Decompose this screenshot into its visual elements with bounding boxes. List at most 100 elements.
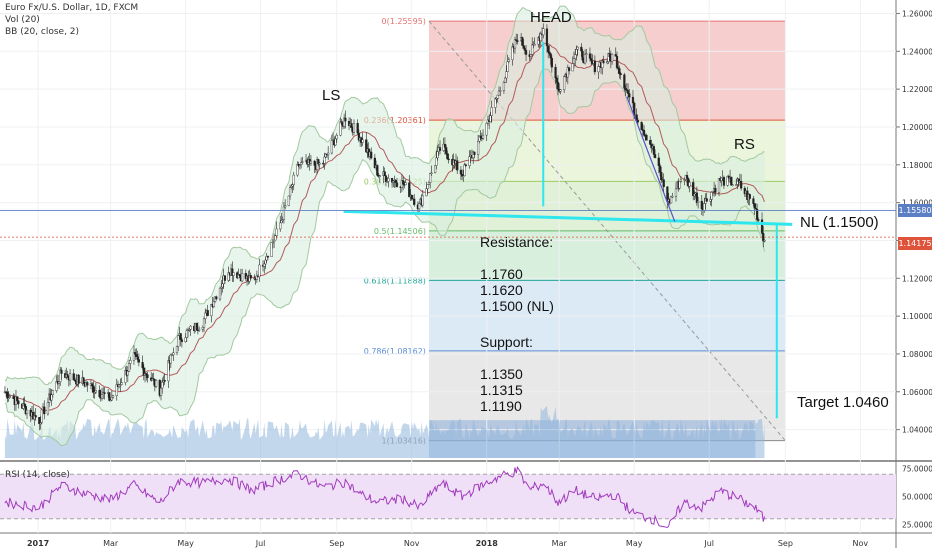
price-tick-label: 1.04000 xyxy=(902,426,932,435)
candle-body xyxy=(645,135,648,141)
candle-body xyxy=(588,53,592,59)
candle-body xyxy=(330,140,333,154)
candle-body xyxy=(66,374,69,378)
candle-body xyxy=(615,56,619,68)
candle-body xyxy=(175,346,179,353)
candle-body xyxy=(427,182,431,185)
candle-body xyxy=(683,179,686,181)
candle-body xyxy=(606,61,609,64)
candle-body xyxy=(126,371,129,376)
candle-body xyxy=(339,121,342,136)
fib-trend-line xyxy=(428,20,786,441)
candle-body xyxy=(280,220,283,224)
candle-body xyxy=(195,322,198,331)
candle-body xyxy=(98,390,101,398)
candle-body xyxy=(210,304,213,316)
candle-body xyxy=(274,235,277,241)
candle-body xyxy=(324,153,327,158)
candle-body xyxy=(640,121,643,130)
candle-body xyxy=(272,239,276,243)
candle-body xyxy=(110,397,113,401)
candle-body xyxy=(754,207,757,210)
bollinger-fill xyxy=(4,6,765,446)
candle-body xyxy=(223,275,227,281)
candle-body xyxy=(624,88,627,90)
candle-body xyxy=(282,206,286,220)
resistance-title: Resistance: xyxy=(480,234,554,250)
candle-body xyxy=(654,154,657,159)
candle-body xyxy=(760,219,764,234)
candle-body xyxy=(170,354,174,357)
candle-body xyxy=(756,208,759,220)
candle-body xyxy=(443,143,447,148)
candle-body xyxy=(6,391,9,399)
candle-body xyxy=(548,51,551,54)
candle-body xyxy=(601,60,604,69)
candle-body xyxy=(92,385,95,393)
candle-body xyxy=(340,121,343,124)
candle-body xyxy=(152,378,155,380)
candle-body xyxy=(720,177,723,181)
candle-body xyxy=(735,184,738,186)
candle-body xyxy=(263,263,266,267)
candle-body xyxy=(511,46,514,60)
bollinger-upper xyxy=(4,5,765,386)
neckline xyxy=(343,209,793,226)
candle-body xyxy=(51,390,54,396)
candle-body xyxy=(309,160,313,164)
candle-body xyxy=(93,391,96,394)
candle-body xyxy=(563,76,566,90)
candle-body xyxy=(413,198,416,205)
candle-body xyxy=(499,90,502,92)
candle-body xyxy=(574,54,577,59)
candle-body xyxy=(172,352,175,356)
candle-body xyxy=(623,74,626,89)
candle-body xyxy=(91,383,94,386)
candle-body xyxy=(275,228,278,236)
candle-body xyxy=(141,362,144,369)
candle-body xyxy=(43,406,46,415)
bollinger-legend: BB (20, close, 2) xyxy=(5,27,80,37)
candle-body xyxy=(356,123,359,134)
left-shoulder-label: LS xyxy=(322,87,341,104)
candle-body xyxy=(373,157,376,169)
candle-body xyxy=(378,175,381,177)
candle-body xyxy=(678,181,681,189)
candle-body xyxy=(726,175,729,186)
candle-body xyxy=(344,117,347,122)
candle-body xyxy=(298,164,301,167)
candle-body xyxy=(456,160,459,171)
candle-body xyxy=(238,274,241,276)
resistance-level: 1.1760 xyxy=(480,266,523,282)
candle-body xyxy=(658,165,662,173)
candle-body xyxy=(317,159,320,165)
candle-body xyxy=(255,275,258,280)
candle-body xyxy=(473,151,476,155)
candle-body xyxy=(430,172,433,175)
candle-body xyxy=(575,49,578,55)
candle-body xyxy=(461,174,464,177)
marker-price-tag: 1.15580 xyxy=(898,204,932,217)
candle-body xyxy=(722,177,726,186)
candle-body xyxy=(38,417,41,425)
candle-body xyxy=(129,360,132,364)
candle-body xyxy=(438,147,442,151)
candle-body xyxy=(287,195,290,206)
candle-body xyxy=(555,77,558,83)
candle-body xyxy=(201,327,204,330)
candle-body xyxy=(68,373,72,381)
price-tick-label: 1.06000 xyxy=(902,388,932,397)
candle-body xyxy=(109,399,112,402)
candle-body xyxy=(607,53,610,62)
candle-body xyxy=(608,53,611,58)
candle-body xyxy=(547,45,550,52)
candle-body xyxy=(159,387,163,396)
candle-body xyxy=(120,382,123,385)
candle-body xyxy=(571,63,574,72)
candle-body xyxy=(714,187,717,193)
candle-body xyxy=(136,356,139,360)
volume-area xyxy=(4,405,765,458)
candle-body xyxy=(188,329,191,331)
candle-body xyxy=(524,50,528,55)
